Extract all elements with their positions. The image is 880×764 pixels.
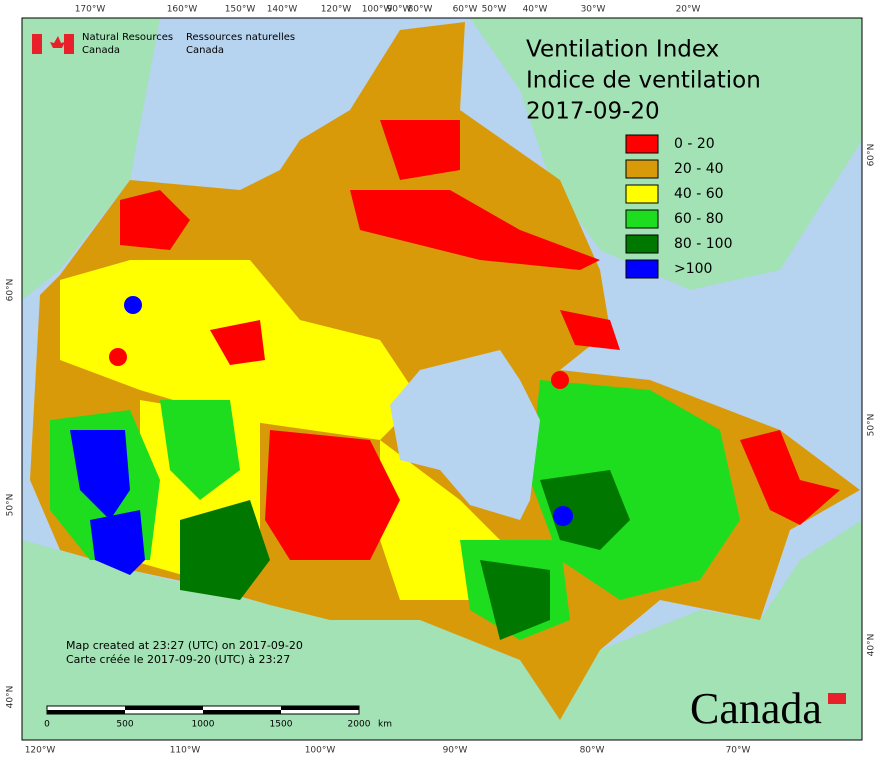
greenland <box>470 18 862 290</box>
longitude-label: 40°W <box>523 5 548 15</box>
legend-swatch <box>625 159 659 179</box>
longitude-label: 50°W <box>482 5 507 15</box>
map-date: 2017-09-20 <box>526 99 660 125</box>
scale-bar-segment <box>125 706 203 710</box>
longitude-label: 70°W <box>726 746 751 756</box>
longitude-label: 20°W <box>676 5 701 15</box>
agency-name: Canada <box>82 45 120 56</box>
latitude-label: 50°N <box>867 414 877 437</box>
latitude-label: 60°N <box>6 279 16 302</box>
index-zones <box>50 120 840 640</box>
legend-label: 60 - 80 <box>674 211 724 227</box>
longitude-label: 100°W <box>362 5 393 15</box>
latitude-label: 40°N <box>6 686 16 709</box>
legend-swatch <box>625 234 659 254</box>
longitude-label: 140°W <box>267 5 298 15</box>
agency-signature: Natural Resources Canada Ressources natu… <box>32 32 295 56</box>
legend-swatch <box>625 134 659 154</box>
latitude-label: 50°N <box>6 494 16 517</box>
longitude-label: 150°W <box>225 5 256 15</box>
legend-label: 40 - 60 <box>674 186 724 202</box>
scale-label: 1000 <box>192 720 215 730</box>
legend-swatch <box>625 184 659 204</box>
longitude-label: 100°W <box>305 746 336 756</box>
scale-bar: 0 500 1000 1500 2000 km <box>44 705 392 730</box>
hudson-bay <box>390 350 540 520</box>
flag-leaf <box>50 36 65 48</box>
scale-label: 0 <box>44 720 50 730</box>
scale-label: 1500 <box>270 720 293 730</box>
map-frame <box>21 17 863 741</box>
agency-name: Canada <box>186 45 224 56</box>
longitude-label: 30°W <box>581 5 606 15</box>
longitude-label: 90°W <box>443 746 468 756</box>
legend-label: 80 - 100 <box>674 236 733 252</box>
wordmark-flag <box>828 693 846 704</box>
map-title: Ventilation Index <box>526 37 719 63</box>
latitude-label: 60°N <box>867 144 877 167</box>
longitude-label: 160°W <box>167 5 198 15</box>
flag-bar <box>64 34 74 54</box>
graticule-labels: 170°W 160°W 150°W 140°W 120°W 100°W90°W80°W 60… <box>6 5 877 756</box>
longitude-label: 170°W <box>75 5 106 15</box>
longitude-label: 80°W <box>408 5 433 15</box>
longitude-label: 110°W <box>170 746 201 756</box>
credit: Map created at 23:27 (UTC) on 2017-09-20 <box>66 639 303 652</box>
map-title: Indice de ventilation <box>526 68 761 94</box>
agency-name: Ressources naturelles <box>186 32 295 43</box>
alaska <box>22 18 160 300</box>
legend: 0 - 20 20 - 40 40 - 60 60 - 80 80 - 100 >100 <box>625 134 733 279</box>
longitude-label: 120°W <box>25 746 56 756</box>
scale-bar-segment <box>281 706 359 710</box>
legend-label: 0 - 20 <box>674 136 715 152</box>
longitude-label: 90°W <box>387 5 412 15</box>
wordmark: Canada <box>690 684 822 733</box>
longitude-label: 120°W <box>321 5 352 15</box>
agency-name: Natural Resources <box>82 32 173 43</box>
scale-bar-segment <box>203 710 281 714</box>
legend-label: 20 - 40 <box>674 161 724 177</box>
latitude-label: 40°N <box>867 634 877 657</box>
scale-bar-segment <box>47 710 125 714</box>
flag-bar <box>32 34 42 54</box>
scale-label: 500 <box>116 720 133 730</box>
legend-label: >100 <box>674 261 712 277</box>
longitude-label: 60°W <box>453 5 478 15</box>
scale-label: 2000 <box>348 720 371 730</box>
longitude-label: 80°W <box>580 746 605 756</box>
legend-swatch <box>625 259 659 279</box>
credit: Carte créée le 2017-09-20 (UTC) à 23:27 <box>66 653 290 666</box>
scale-unit: km <box>378 720 392 730</box>
usa <box>22 520 862 740</box>
legend-swatch <box>625 209 659 229</box>
map <box>22 18 862 740</box>
